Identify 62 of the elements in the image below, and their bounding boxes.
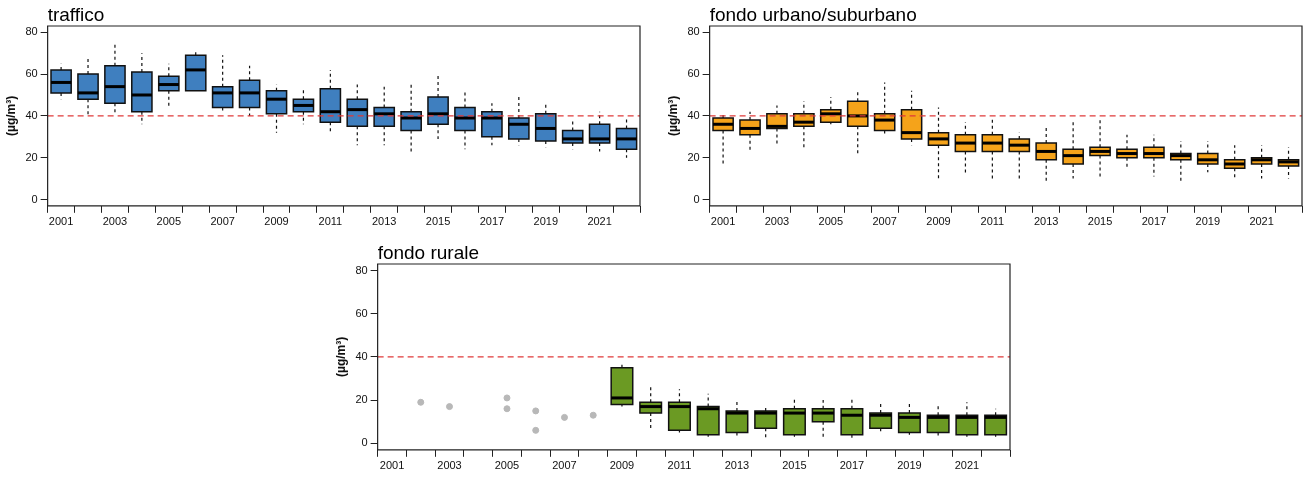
x-tick-label: 2009	[264, 215, 289, 228]
y-tick-label: 40	[687, 108, 700, 121]
y-tick-label: 20	[355, 393, 368, 406]
x-tick-label: 2017	[479, 215, 505, 228]
x-tick-label: 2015	[782, 459, 807, 472]
y-tick-label: 0	[31, 192, 38, 205]
y-axis-title: (µg/m³)	[665, 95, 680, 137]
x-tick-label: 2005	[156, 215, 182, 228]
x-tick-label: 2007	[872, 215, 897, 228]
chart-title: fondo rurale	[377, 241, 480, 263]
y-tick-label: 60	[687, 67, 700, 80]
x-tick-label: 2009	[926, 215, 951, 228]
x-tick-label: 2017	[1141, 215, 1167, 228]
point	[503, 394, 511, 402]
x-tick-label: 2001	[710, 215, 736, 228]
y-tick-label: 40	[25, 108, 38, 121]
point	[417, 398, 425, 406]
x-tick-label: 2009	[609, 459, 635, 472]
y-tick-label: 80	[25, 25, 38, 38]
x-tick-label: 2013	[1033, 215, 1059, 228]
point	[532, 407, 540, 415]
point	[503, 405, 511, 413]
x-tick-label: 2019	[533, 215, 558, 228]
x-tick-label: 2021	[954, 459, 980, 472]
y-tick-label: 0	[361, 436, 368, 449]
point	[532, 426, 540, 434]
x-tick-label: 2003	[437, 459, 462, 472]
x-tick-label: 2005	[494, 459, 520, 472]
y-axis-title: (µg/m³)	[333, 336, 348, 378]
y-axis-title: (µg/m³)	[3, 95, 18, 137]
point	[589, 411, 597, 419]
x-tick-label: 2019	[1195, 215, 1220, 228]
y-tick-label: 60	[355, 306, 368, 319]
x-tick-label: 2021	[1249, 215, 1274, 228]
chart-title: traffico	[47, 3, 105, 25]
x-tick-label: 2021	[587, 215, 612, 228]
y-tick-label: 0	[693, 192, 700, 205]
x-tick-label: 2003	[102, 215, 128, 228]
chart-title: fondo urbano/suburbano	[709, 3, 917, 25]
x-tick-label: 2001	[48, 215, 74, 228]
y-tick-label: 20	[25, 150, 38, 163]
x-tick-label: 2011	[667, 459, 692, 472]
x-tick-label: 2003	[764, 215, 790, 228]
x-tick-label: 2005	[818, 215, 844, 228]
x-tick-label: 2015	[1087, 215, 1113, 228]
x-tick-label: 2007	[210, 215, 235, 228]
point	[560, 413, 568, 421]
y-tick-label: 80	[687, 25, 700, 38]
x-tick-label: 2007	[552, 459, 577, 472]
x-tick-label: 2015	[425, 215, 451, 228]
x-tick-label: 2001	[379, 459, 405, 472]
x-tick-label: 2017	[839, 459, 865, 472]
x-tick-label: 2011	[318, 215, 343, 228]
x-tick-label: 2011	[980, 215, 1005, 228]
y-tick-label: 60	[25, 67, 38, 80]
y-tick-label: 40	[355, 349, 368, 362]
x-tick-label: 2013	[371, 215, 397, 228]
point	[446, 403, 453, 411]
y-tick-label: 20	[687, 150, 700, 163]
y-tick-label: 80	[355, 263, 368, 276]
x-tick-label: 2019	[897, 459, 922, 472]
x-tick-label: 2013	[724, 459, 750, 472]
